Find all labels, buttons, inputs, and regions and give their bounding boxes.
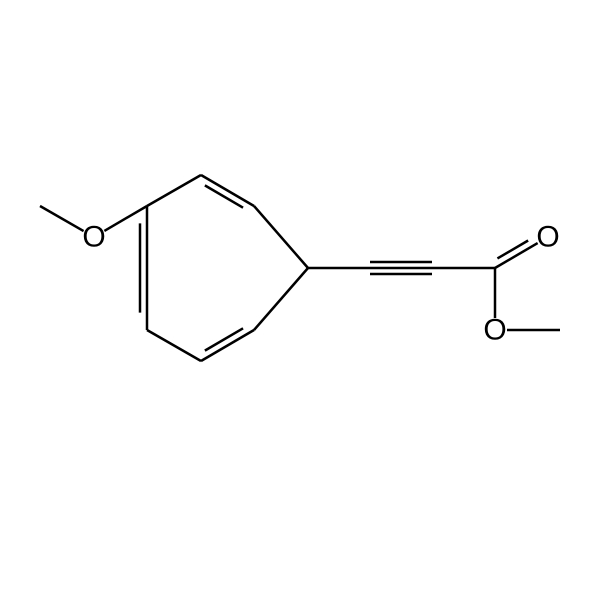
bond (147, 175, 201, 206)
bond (147, 330, 201, 361)
atom-label-o_dbl: O (536, 221, 559, 254)
bond (201, 175, 254, 206)
bond (201, 330, 254, 361)
bond (254, 206, 308, 268)
bond (497, 241, 528, 259)
bond (254, 268, 308, 330)
molecule-diagram: O O O (0, 0, 600, 600)
bond (40, 206, 84, 231)
atom-label-o_single: O (483, 314, 506, 347)
atom-label-o_left: O (82, 221, 105, 254)
